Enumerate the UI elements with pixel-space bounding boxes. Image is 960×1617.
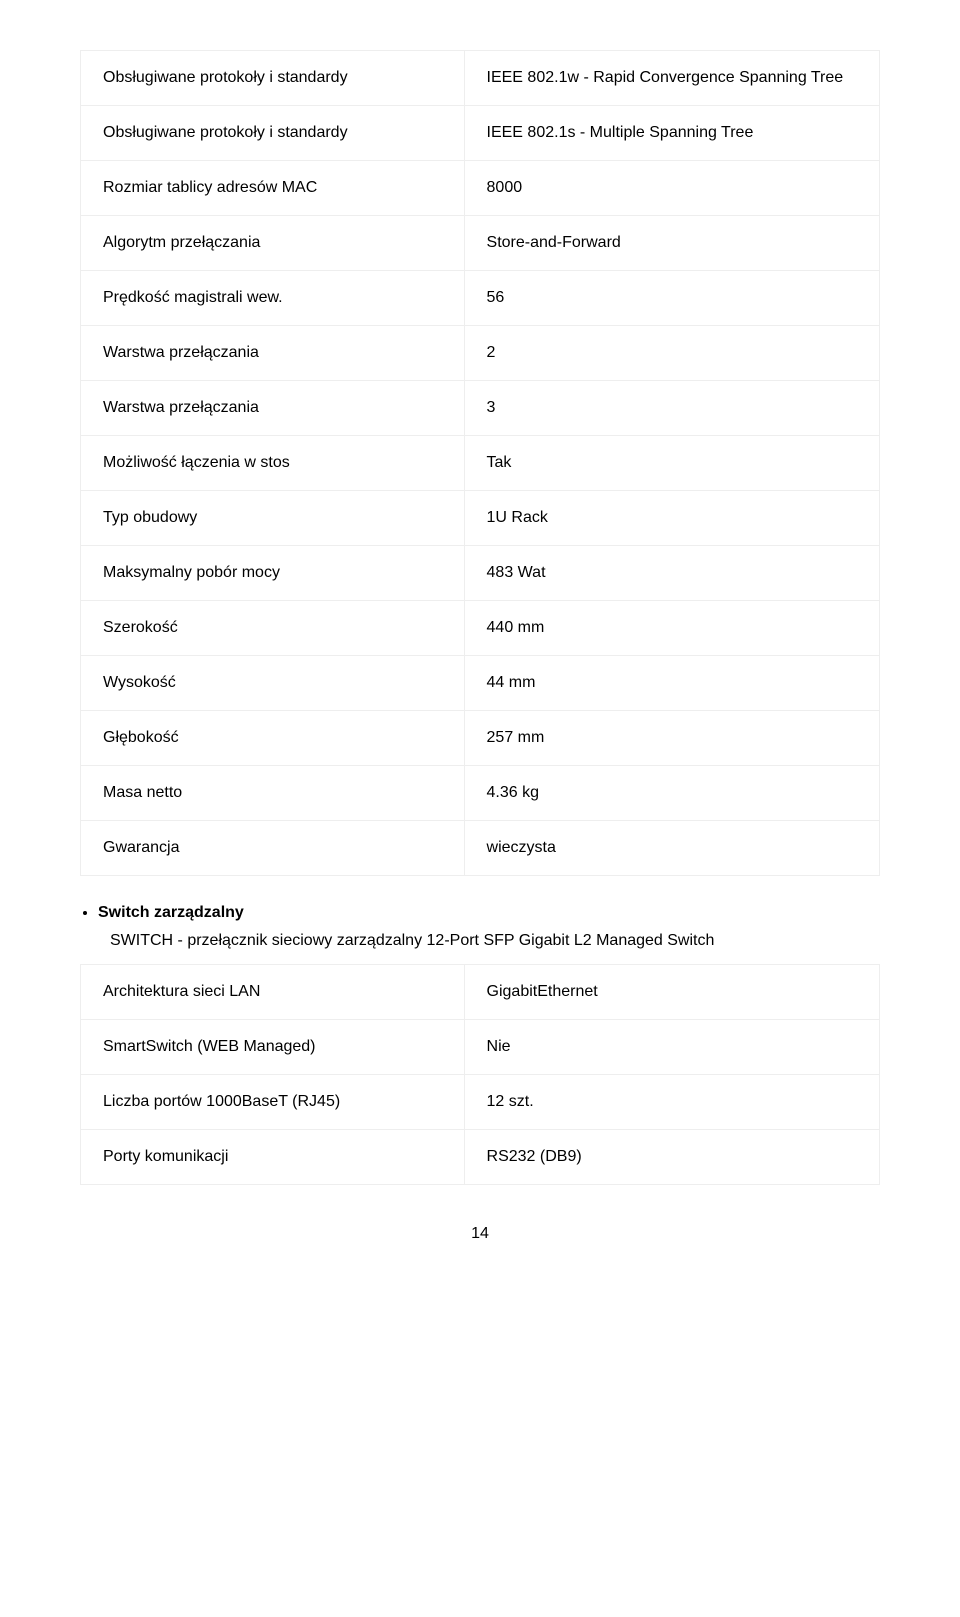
- spec-label: Możliwość łączenia w stos: [81, 436, 465, 491]
- spec-label: Obsługiwane protokoły i standardy: [81, 51, 465, 106]
- spec-value: 56: [464, 271, 879, 326]
- table-row: Algorytm przełączania Store-and-Forward: [81, 216, 880, 271]
- spec-label: Rozmiar tablicy adresów MAC: [81, 161, 465, 216]
- spec-value: 440 mm: [464, 601, 879, 656]
- page-number: 14: [80, 1225, 880, 1243]
- table-row: Liczba portów 1000BaseT (RJ45) 12 szt.: [81, 1075, 880, 1130]
- spec-value: 44 mm: [464, 656, 879, 711]
- spec-value: Tak: [464, 436, 879, 491]
- spec-value: 1U Rack: [464, 491, 879, 546]
- spec-label: Gwarancja: [81, 821, 465, 876]
- section-heading-text: Switch zarządzalny: [98, 904, 880, 922]
- spec-value: 257 mm: [464, 711, 879, 766]
- spec-table-1: Obsługiwane protokoły i standardy IEEE 8…: [80, 50, 880, 876]
- spec-value: wieczysta: [464, 821, 879, 876]
- spec-label: Porty komunikacji: [81, 1130, 465, 1185]
- table-row: Rozmiar tablicy adresów MAC 8000: [81, 161, 880, 216]
- spec-label: Warstwa przełączania: [81, 381, 465, 436]
- table-row: Prędkość magistrali wew. 56: [81, 271, 880, 326]
- spec-label: Prędkość magistrali wew.: [81, 271, 465, 326]
- spec-value: 2: [464, 326, 879, 381]
- spec-label: Maksymalny pobór mocy: [81, 546, 465, 601]
- spec-value: RS232 (DB9): [464, 1130, 879, 1185]
- spec-value: 4.36 kg: [464, 766, 879, 821]
- spec-value: Nie: [464, 1020, 879, 1075]
- spec-label: Wysokość: [81, 656, 465, 711]
- spec-value: 8000: [464, 161, 879, 216]
- spec-table-2: Architektura sieci LAN GigabitEthernet S…: [80, 964, 880, 1185]
- table-row: Możliwość łączenia w stos Tak: [81, 436, 880, 491]
- spec-value: IEEE 802.1s - Multiple Spanning Tree: [464, 106, 879, 161]
- spec-label: Algorytm przełączania: [81, 216, 465, 271]
- spec-label: Warstwa przełączania: [81, 326, 465, 381]
- table-row: Architektura sieci LAN GigabitEthernet: [81, 965, 880, 1020]
- table-row: Warstwa przełączania 2: [81, 326, 880, 381]
- spec-label: Głębokość: [81, 711, 465, 766]
- table-row: Warstwa przełączania 3: [81, 381, 880, 436]
- spec-value: Store-and-Forward: [464, 216, 879, 271]
- spec-value: IEEE 802.1w - Rapid Convergence Spanning…: [464, 51, 879, 106]
- table-row: Obsługiwane protokoły i standardy IEEE 8…: [81, 51, 880, 106]
- spec-label: Obsługiwane protokoły i standardy: [81, 106, 465, 161]
- table-row: Masa netto 4.36 kg: [81, 766, 880, 821]
- spec-label: Typ obudowy: [81, 491, 465, 546]
- table-row: Głębokość 257 mm: [81, 711, 880, 766]
- table-row: Szerokość 440 mm: [81, 601, 880, 656]
- table-row: Maksymalny pobór mocy 483 Wat: [81, 546, 880, 601]
- spec-label: Architektura sieci LAN: [81, 965, 465, 1020]
- table-row: Gwarancja wieczysta: [81, 821, 880, 876]
- table-row: Typ obudowy 1U Rack: [81, 491, 880, 546]
- table-row: Wysokość 44 mm: [81, 656, 880, 711]
- spec-label: SmartSwitch (WEB Managed): [81, 1020, 465, 1075]
- spec-label: Szerokość: [81, 601, 465, 656]
- table-row: Porty komunikacji RS232 (DB9): [81, 1130, 880, 1185]
- section-heading: Switch zarządzalny: [80, 904, 880, 922]
- spec-value: 12 szt.: [464, 1075, 879, 1130]
- table-row: Obsługiwane protokoły i standardy IEEE 8…: [81, 106, 880, 161]
- spec-value: GigabitEthernet: [464, 965, 879, 1020]
- section-subheading: SWITCH - przełącznik sieciowy zarządzaln…: [80, 932, 880, 950]
- spec-label: Masa netto: [81, 766, 465, 821]
- table-row: SmartSwitch (WEB Managed) Nie: [81, 1020, 880, 1075]
- spec-value: 483 Wat: [464, 546, 879, 601]
- spec-label: Liczba portów 1000BaseT (RJ45): [81, 1075, 465, 1130]
- spec-value: 3: [464, 381, 879, 436]
